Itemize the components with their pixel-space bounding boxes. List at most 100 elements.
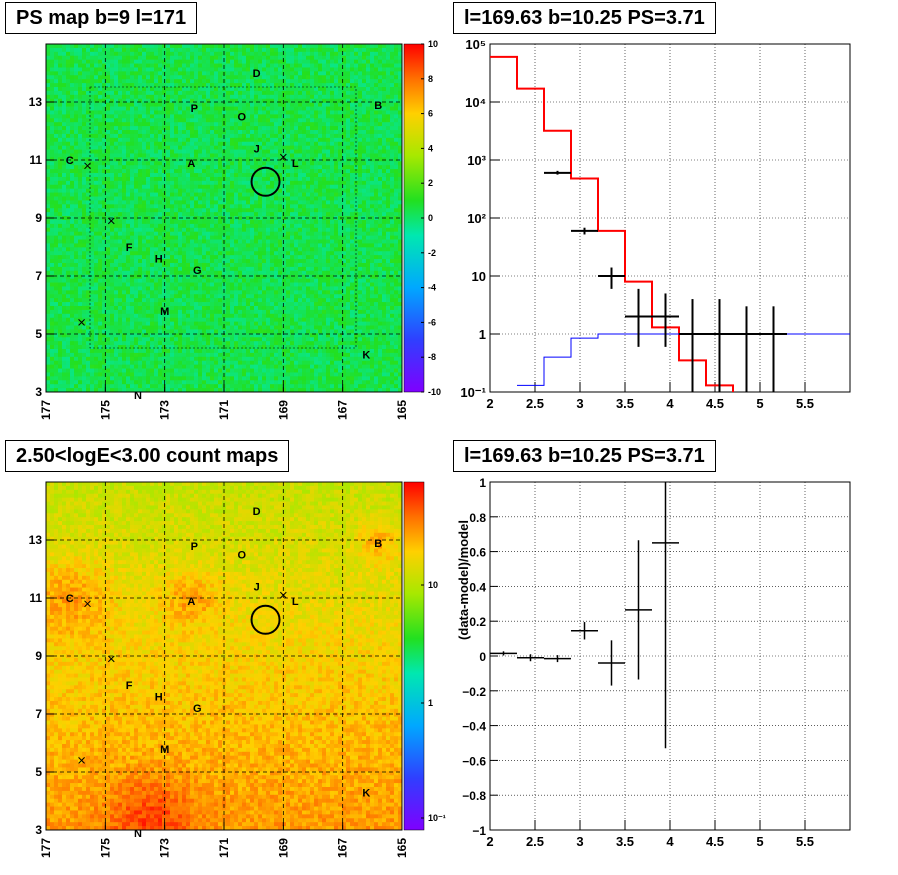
ps-map-cell [138,243,143,248]
ps-map-cell [242,274,247,280]
ps-map-cell [214,90,219,96]
ps-map-cell [54,55,59,61]
ps-map-cell [218,153,223,158]
ps-map-cell [234,274,239,280]
ps-map-cell [58,329,63,334]
ps-map-cell [94,200,99,205]
ps-map-cell [250,286,255,291]
ps-map-cell [50,165,55,170]
ps-map-cell [58,118,63,123]
ps-map-cell [78,274,83,280]
ps-map-cell [266,98,271,104]
ps-map-cell [130,165,135,170]
ps-map-cell [110,98,115,104]
ps-map-cell [50,141,55,147]
ps-map-cell [78,149,83,154]
ps-map-cell [258,372,263,377]
ps-map-cell [262,333,267,338]
ps-map-cell [106,169,111,174]
ps-map-cell [182,153,187,158]
ps-map-cell [234,59,239,64]
ps-map-cell [126,67,131,72]
ps-map-cell [154,298,159,303]
ps-map-cell [110,309,115,315]
ps-map-cell [166,204,171,209]
ps-map-cell [246,204,251,209]
ps-map-cell [254,145,259,150]
ps-map-cell [246,388,251,392]
ps-map-cell [90,192,95,197]
ps-map-cell [246,188,251,193]
ps-map-cell [158,180,163,186]
ps-map-cell [122,321,127,326]
ps-map-cell [238,278,243,283]
ps-map-cell [66,106,71,111]
ps-map-cell [62,388,67,392]
ps-map-cell [198,114,203,119]
ps-map-cell [90,345,95,350]
ps-map-cell [254,376,259,381]
ps-map-cell [94,75,99,80]
ps-map-cell [58,259,63,264]
ps-map-cell [222,313,227,319]
ps-map-cell [194,325,199,330]
ps-map-cell [222,83,227,88]
ps-map-cell [158,360,163,366]
ps-map-cell [82,243,87,248]
ps-map-cell [122,270,127,276]
ps-map-cell [214,302,219,307]
ps-map-cell [246,333,251,338]
ps-map-cell [46,106,51,111]
ps-map-cell [50,137,55,143]
ps-map-cell [202,364,207,369]
ps-map-cell [218,235,223,240]
ps-map-cell [118,188,123,193]
ps-map-cell [166,352,171,358]
ps-map-cell [50,212,55,217]
ps-map-cell [66,173,71,178]
ps-map-cell [90,251,95,256]
ps-map-cell [158,333,163,338]
ps-map-cell [262,208,267,213]
ps-map-cell [46,321,51,326]
ps-map-cell [122,286,127,291]
ps-map-cell [226,126,231,131]
ps-map-cell [126,102,131,107]
ps-map-cell [62,44,67,49]
ps-map-cell [202,122,207,127]
ps-map-cell [262,184,267,190]
ps-map-cell [170,106,175,111]
ps-map-cell [110,196,115,201]
ps-map-cell [226,71,231,76]
ps-map-cell [166,102,171,107]
ps-map-cell [186,59,191,64]
ps-map-cell [102,364,107,369]
ps-map-cell [158,376,163,381]
ps-map-cell [226,231,231,236]
ps-map-cell [98,278,103,283]
ps-map-cell [186,79,191,84]
ps-map-cell [206,145,211,150]
ps-map-cell [70,169,75,174]
ps-map-cell [62,313,67,319]
ps-map-cell [122,137,127,143]
ps-map-cell [62,75,67,80]
ps-map-cell [146,266,151,272]
ps-map-cell [190,329,195,334]
ps-map-cell [62,255,67,260]
ps-map-cell [50,305,55,311]
ps-map-cell [170,141,175,147]
ps-map-cell [78,67,83,72]
ps-map-cell [234,184,239,190]
ps-map-cell [262,368,267,373]
ps-map-cell [262,348,267,354]
ps-map-cell [50,47,55,53]
ps-map-cell [254,290,259,295]
ps-map-cell [246,165,251,170]
ps-map-cell [78,141,83,147]
ps-map-cell [266,294,271,299]
ps-map-cell [202,247,207,252]
ps-map-cell [258,71,263,76]
ps-map-cell [98,235,103,240]
ps-map-cell [94,313,99,319]
